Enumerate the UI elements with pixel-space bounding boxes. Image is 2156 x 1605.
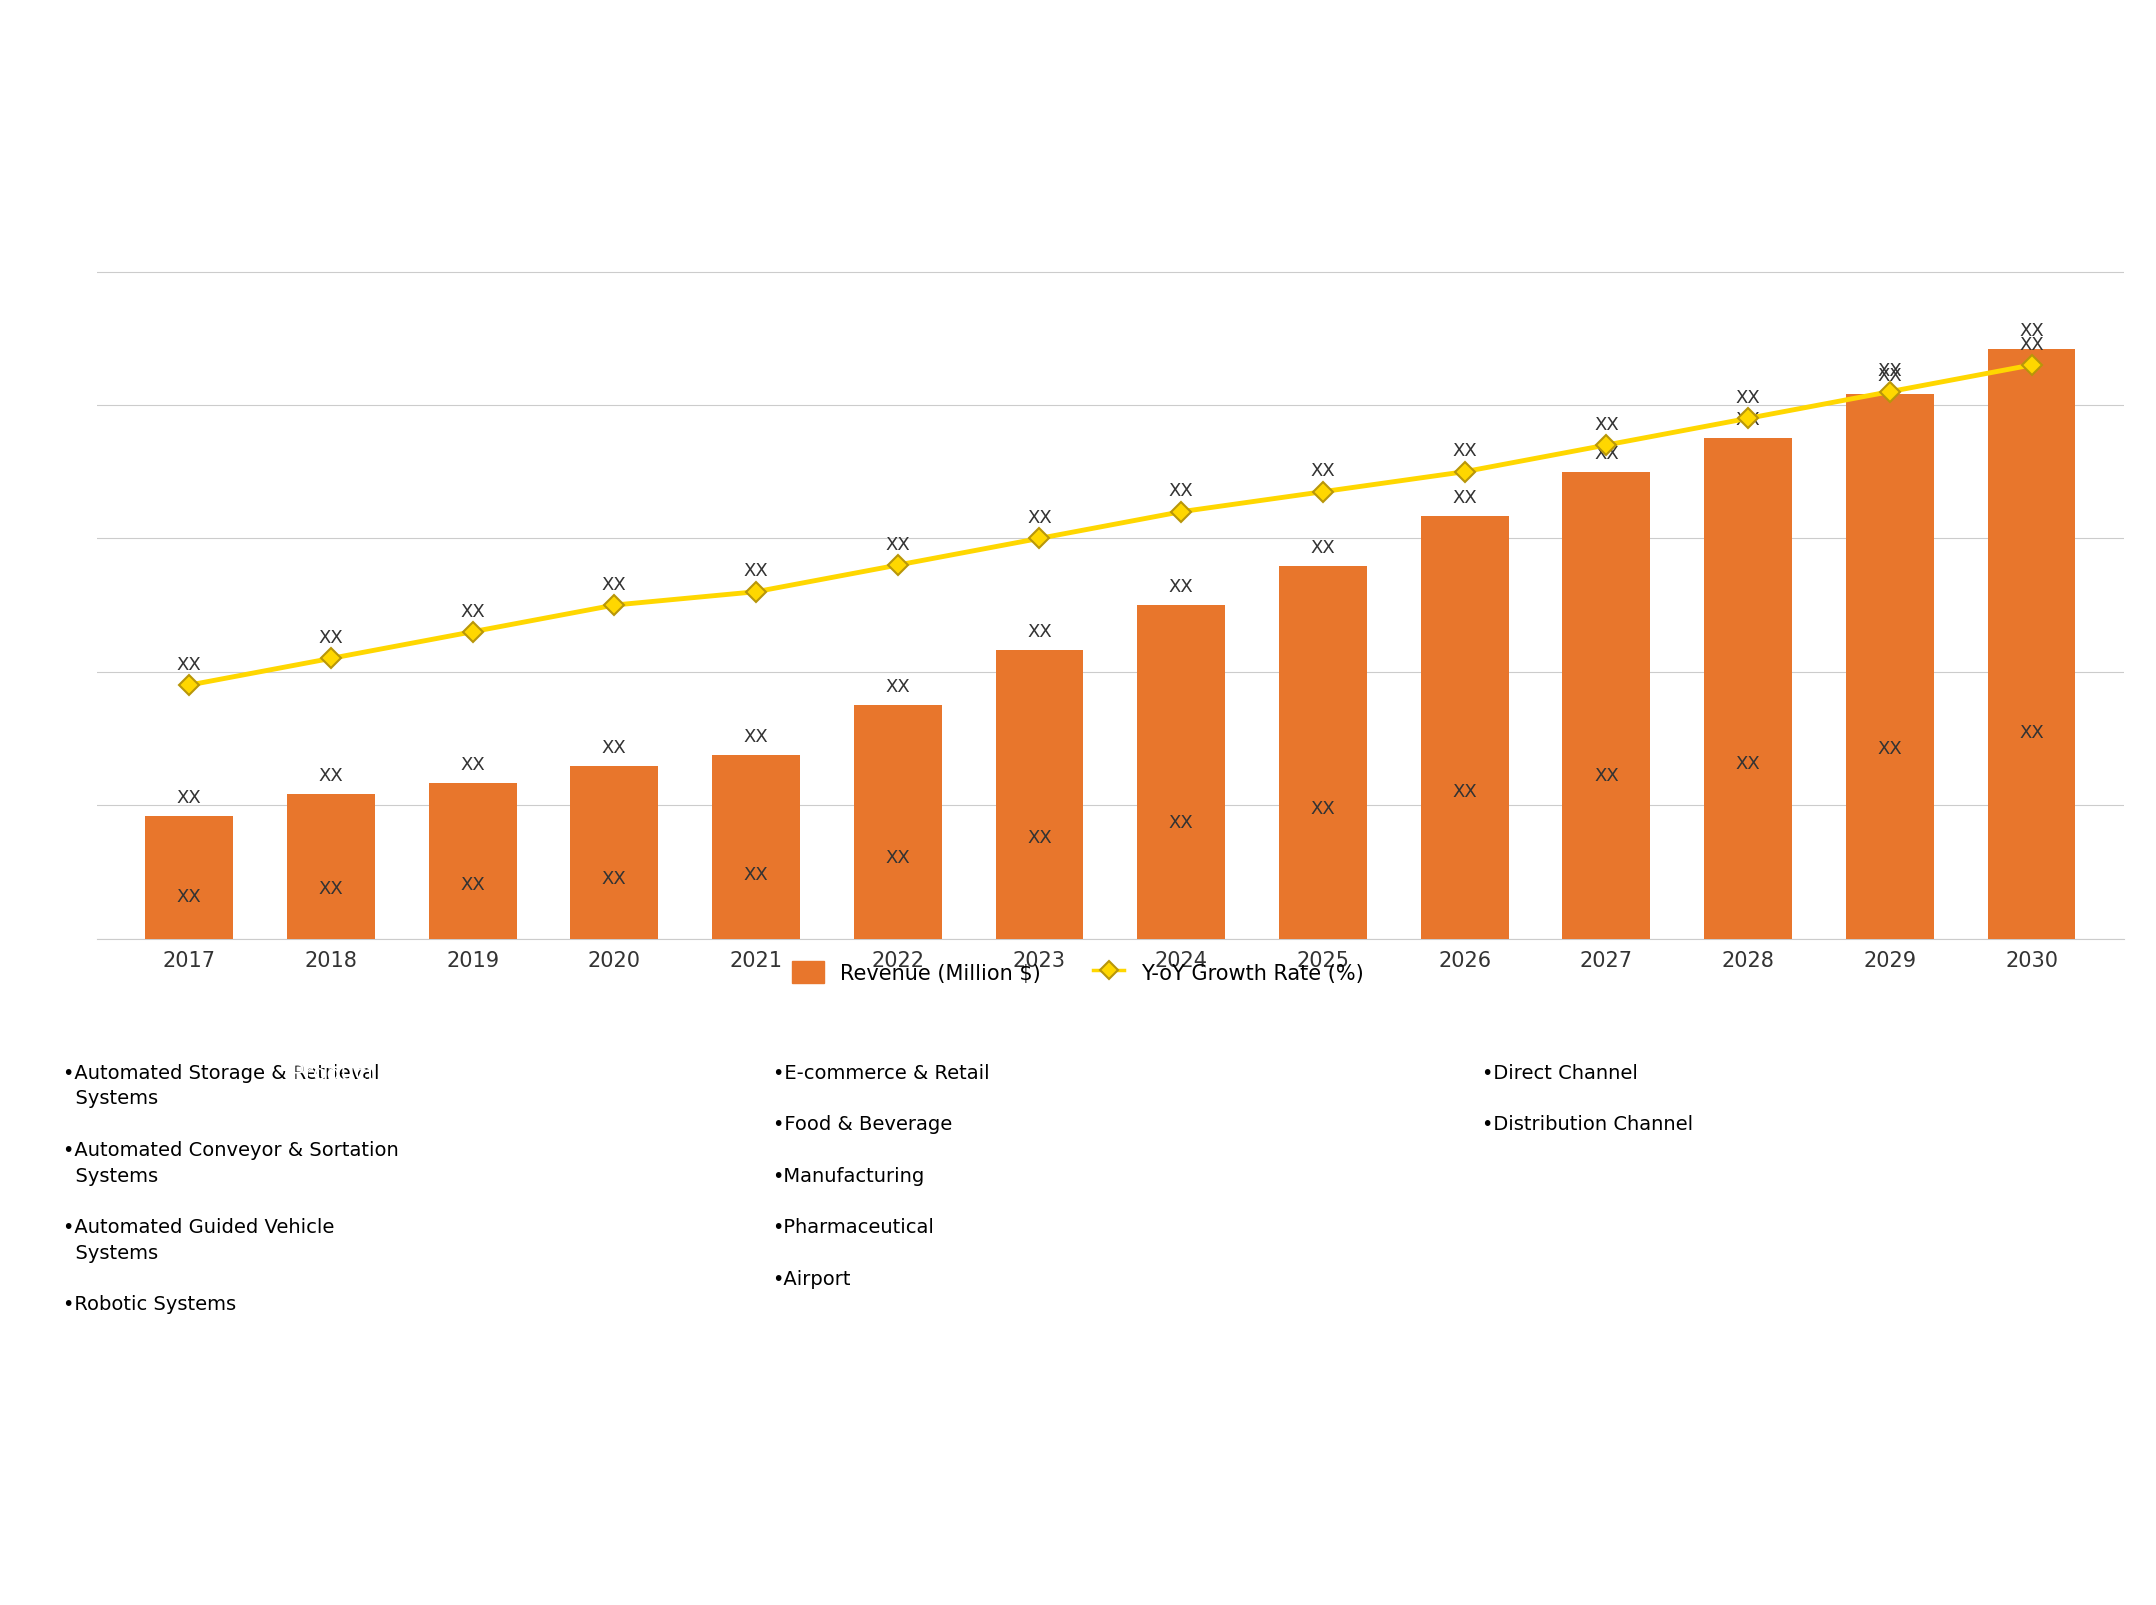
Text: XX: XX — [602, 576, 627, 594]
Bar — [1846, 395, 1934, 939]
Text: XX: XX — [1169, 814, 1194, 831]
Text: XX: XX — [1026, 509, 1052, 526]
Text: XX: XX — [2020, 323, 2044, 340]
Text: Fig. Global Automated Material Handling Equipment Market Status and Outlook: Fig. Global Automated Material Handling … — [22, 53, 1335, 80]
Text: XX: XX — [602, 738, 627, 756]
Text: XX: XX — [319, 880, 343, 897]
Text: XX: XX — [744, 865, 768, 884]
Bar — [571, 767, 658, 939]
Bar — [1563, 472, 1649, 939]
Text: Source: Theindustrystats Analysis: Source: Theindustrystats Analysis — [54, 1536, 399, 1554]
Text: Website: www.theindustrystats.com: Website: www.theindustrystats.com — [1733, 1536, 2102, 1554]
Text: XX: XX — [744, 562, 768, 579]
Text: XX: XX — [1453, 443, 1477, 461]
Text: XX: XX — [459, 756, 485, 774]
Text: Product Types: Product Types — [291, 1063, 446, 1083]
Legend: Revenue (Million $), Y-oY Growth Rate (%): Revenue (Million $), Y-oY Growth Rate (%… — [785, 953, 1371, 992]
Text: XX: XX — [177, 655, 201, 674]
Bar — [1136, 605, 1225, 939]
Text: XX: XX — [1593, 416, 1619, 433]
Bar — [996, 650, 1084, 939]
Bar — [1279, 567, 1367, 939]
Text: XX: XX — [1736, 754, 1761, 774]
Text: XX: XX — [1593, 445, 1619, 462]
Bar — [1988, 350, 2076, 939]
Text: XX: XX — [319, 629, 343, 647]
Text: XX: XX — [1736, 411, 1761, 429]
Text: XX: XX — [1169, 482, 1194, 501]
Bar — [711, 756, 800, 939]
Text: XX: XX — [177, 788, 201, 807]
Text: Email: sales@theindustrystats.com: Email: sales@theindustrystats.com — [901, 1536, 1255, 1554]
Text: •Direct Channel

•Distribution Channel: •Direct Channel •Distribution Channel — [1481, 1063, 1692, 1133]
Bar — [287, 794, 375, 939]
Text: XX: XX — [1453, 782, 1477, 801]
Text: XX: XX — [1026, 623, 1052, 640]
Text: XX: XX — [1311, 539, 1335, 557]
Text: XX: XX — [1169, 578, 1194, 595]
Text: Application: Application — [1015, 1063, 1141, 1083]
Text: XX: XX — [459, 875, 485, 894]
Text: XX: XX — [1311, 462, 1335, 480]
Text: XX: XX — [886, 536, 910, 554]
Text: XX: XX — [1878, 740, 1902, 758]
Text: XX: XX — [459, 602, 485, 620]
Bar — [854, 706, 942, 939]
Text: XX: XX — [1878, 366, 1902, 385]
Text: XX: XX — [886, 849, 910, 867]
Text: XX: XX — [744, 727, 768, 746]
Text: XX: XX — [602, 870, 627, 888]
Text: XX: XX — [1453, 490, 1477, 507]
Bar — [429, 783, 517, 939]
Text: XX: XX — [2020, 724, 2044, 742]
Bar — [144, 817, 233, 939]
Text: •E-commerce & Retail

•Food & Beverage

•Manufacturing

•Pharmaceutical

•Airpor: •E-commerce & Retail •Food & Beverage •M… — [772, 1063, 990, 1287]
Bar — [1421, 517, 1509, 939]
Text: XX: XX — [2020, 335, 2044, 353]
Text: XX: XX — [1736, 388, 1761, 406]
Text: XX: XX — [1593, 767, 1619, 785]
Text: XX: XX — [886, 677, 910, 695]
Text: XX: XX — [319, 767, 343, 785]
Text: •Automated Storage & Retrieval
  Systems

•Automated Conveyor & Sortation
  Syst: •Automated Storage & Retrieval Systems •… — [63, 1063, 399, 1313]
Bar — [1703, 440, 1792, 939]
Text: XX: XX — [177, 888, 201, 905]
Text: Sales Channels: Sales Channels — [1703, 1063, 1871, 1083]
Text: XX: XX — [1878, 363, 1902, 380]
Text: XX: XX — [1311, 799, 1335, 817]
Text: XX: XX — [1026, 828, 1052, 847]
